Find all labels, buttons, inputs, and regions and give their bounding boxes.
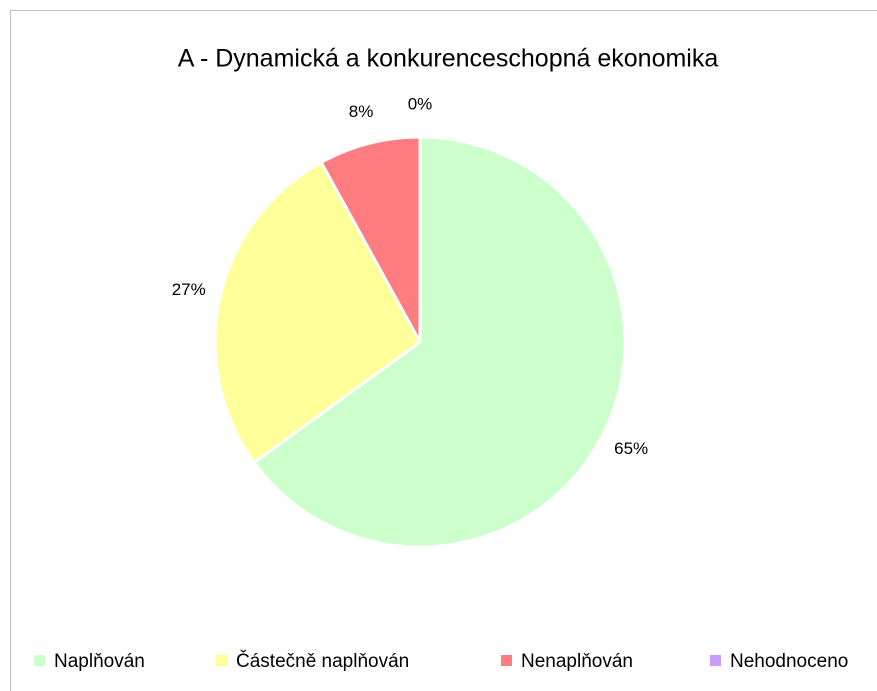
chart-title: A - Dynamická a konkurenceschopná ekonom… [178, 45, 719, 73]
legend-label: Nenaplňován [521, 651, 633, 672]
data-label: 8% [349, 102, 374, 121]
legend-label: Nehodnoceno [730, 651, 848, 672]
pie-slice [213, 160, 422, 465]
data-label: 65% [614, 439, 648, 458]
pie-slice [252, 135, 627, 549]
legend-swatch [34, 655, 45, 666]
legend-swatch [501, 655, 512, 666]
data-label: 0% [408, 94, 433, 113]
pie-slice [319, 135, 422, 343]
legend-swatch [710, 655, 721, 666]
data-label: 27% [172, 280, 206, 299]
legend-swatch [216, 655, 227, 666]
legend-label: Naplňován [54, 651, 145, 672]
legend-label: Částečně naplňován [236, 650, 409, 672]
